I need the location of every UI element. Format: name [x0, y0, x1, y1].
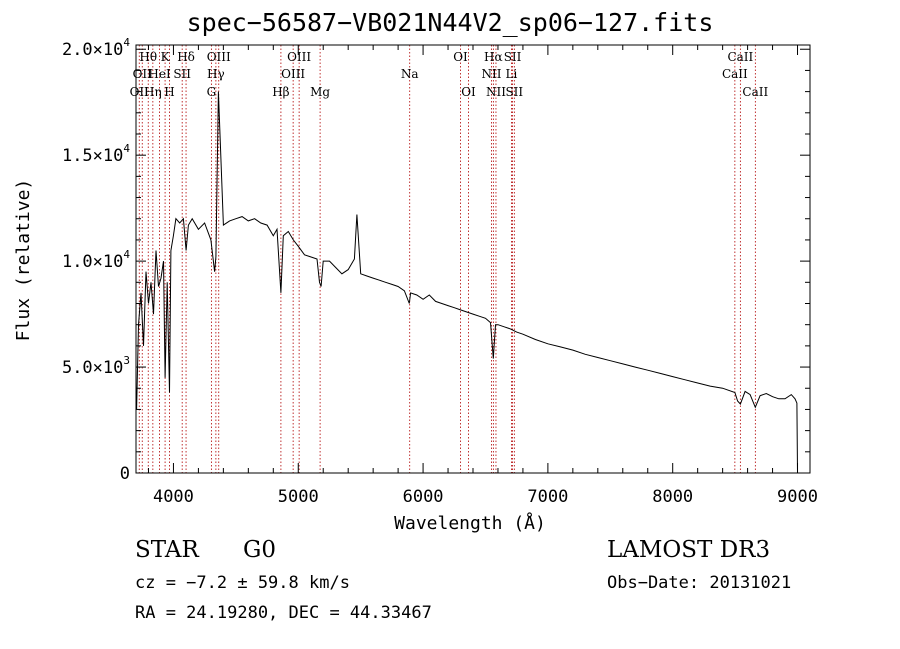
line-label-12: Hβ — [272, 85, 289, 99]
line-label-26: CaII — [727, 50, 753, 64]
y-tick-exponent-1: 3 — [123, 354, 130, 367]
plot-frame — [135, 44, 811, 474]
line-label-6: H — [164, 85, 174, 99]
line-label-15: Mg — [310, 85, 330, 99]
line-label-5: K — [161, 50, 171, 64]
y-tick-exponent-4: 4 — [123, 36, 130, 49]
line-label-18: OI — [461, 85, 476, 99]
line-label-14: OIII — [287, 50, 311, 64]
x-tick-label-1: 5000 — [278, 487, 319, 507]
y-tick-label-1: 5.0×103 — [62, 354, 130, 378]
line-label-25: CaII — [722, 67, 748, 81]
y-tick-label-4: 2.0×104 — [62, 36, 130, 60]
spectral-line-markers — [138, 45, 756, 473]
y-tick-label-0: 0 — [120, 464, 130, 484]
line-label-11: OIII — [207, 50, 231, 64]
line-label-19: NII — [481, 67, 501, 81]
chart-title: spec−56587−VB021N44V2_sp06−127.fits — [186, 8, 714, 37]
line-label-21: NII — [486, 85, 506, 99]
spectral-line-labels: OIIOIIHθHηHeIKHSIIHδGHγOIIIHβOIIIOIIIMgN… — [130, 50, 769, 99]
object-class: STAR — [135, 537, 199, 563]
line-label-4: HeI — [148, 67, 171, 81]
x-tick-label-4: 8000 — [652, 487, 693, 507]
y-axis-label: Flux (relative) — [13, 179, 34, 342]
line-label-27: CaII — [742, 85, 768, 99]
line-label-3: Hη — [144, 85, 162, 99]
x-tick-label-2: 6000 — [403, 487, 444, 507]
object-subclass: G0 — [243, 537, 277, 563]
x-tick-label-5: 9000 — [777, 487, 818, 507]
y-tick-exponent-3: 4 — [123, 142, 130, 155]
x-axis-label: Wavelength (Å) — [394, 512, 546, 534]
line-label-9: G — [207, 85, 217, 99]
x-tick-label-0: 4000 — [153, 487, 194, 507]
y-tick-label-2: 1.0×104 — [62, 248, 130, 272]
line-label-8: Hδ — [177, 50, 195, 64]
line-label-16: Na — [401, 67, 419, 81]
y-tick-exponent-2: 4 — [123, 248, 130, 261]
observation-date: Obs−Date: 20131021 — [607, 573, 792, 593]
y-axis-ticks: 0 5.0×103 1.0×104 1.5×104 2.0×104 — [62, 36, 810, 484]
spectrum-series — [136, 91, 798, 474]
y-tick-label-3: 1.5×104 — [62, 142, 130, 166]
line-label-20: Hα — [484, 50, 503, 64]
line-label-24: SII — [505, 85, 523, 99]
x-axis-ticks: 4000 5000 6000 7000 8000 9000 — [147, 45, 818, 507]
redshift-cz: cz = −7.2 ± 59.8 km/s — [135, 573, 350, 593]
line-label-13: OIII — [281, 67, 305, 81]
x-tick-label-3: 7000 — [527, 487, 568, 507]
line-label-7: SII — [173, 67, 191, 81]
line-label-10: Hγ — [207, 67, 225, 81]
line-label-2: Hθ — [139, 50, 157, 64]
line-label-17: OI — [453, 50, 468, 64]
line-label-22: Li — [506, 67, 518, 81]
ra-dec-coordinates: RA = 24.19280, DEC = 44.33467 — [135, 603, 432, 623]
survey-name: LAMOST DR3 — [607, 537, 771, 563]
line-label-23: SII — [504, 50, 522, 64]
